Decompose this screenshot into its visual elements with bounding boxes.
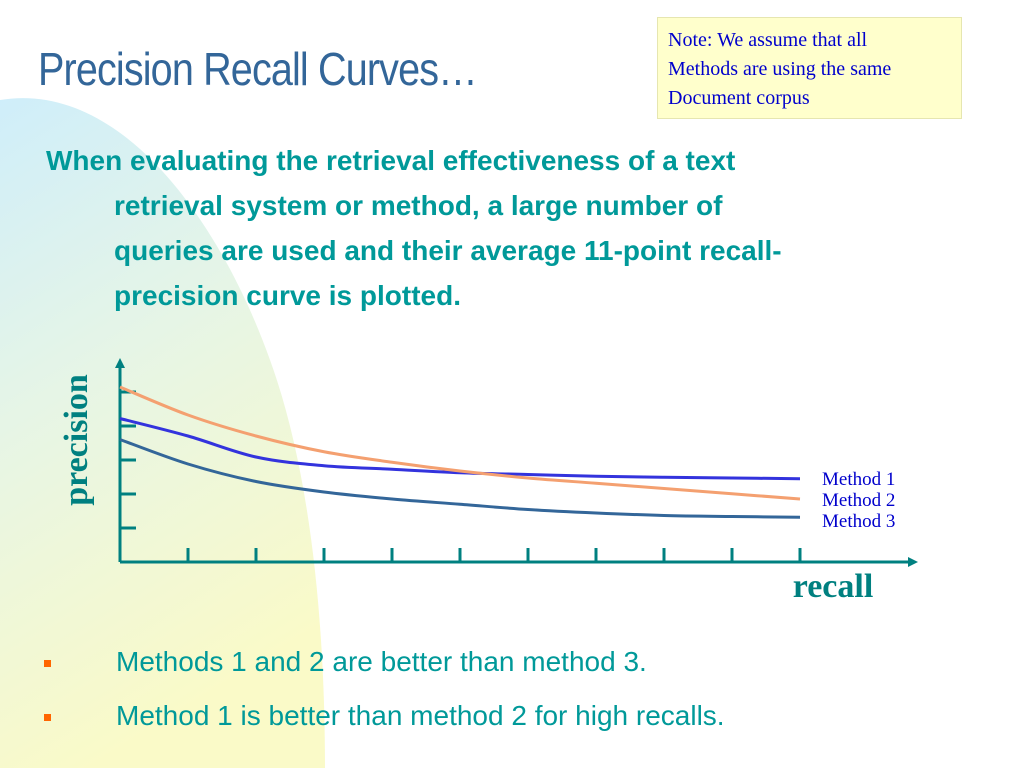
- y-axis-arrow: [115, 358, 125, 368]
- body-line: When evaluating the retrieval effectiven…: [46, 145, 736, 176]
- bullet-square-icon: [44, 714, 51, 721]
- series-line-method-3: [119, 438, 801, 519]
- series-line-method-2: [119, 385, 801, 501]
- bullet-square-icon: [44, 660, 51, 667]
- bullet-text: Method 1 is better than method 2 for hig…: [116, 700, 725, 731]
- body-paragraph: When evaluating the retrieval effectiven…: [46, 138, 946, 318]
- legend-entry-method-1: Method 1: [822, 469, 895, 490]
- note-line: Document corpus: [668, 87, 810, 109]
- x-axis-label: recall: [793, 568, 874, 605]
- chart-ticks: [120, 390, 802, 562]
- body-line: queries are used and their average 11-po…: [114, 235, 782, 266]
- y-axis-label: precision: [58, 374, 95, 506]
- note-line: Note: We assume that all: [668, 29, 868, 51]
- note-line: Methods are using the same: [668, 58, 892, 80]
- bullet-text: Methods 1 and 2 are better than method 3…: [116, 646, 647, 677]
- series-line-method-1: [119, 417, 801, 481]
- legend-entry-method-2: Method 2: [822, 490, 895, 511]
- legend-entry-method-3: Method 3: [822, 511, 895, 532]
- body-line: retrieval system or method, a large numb…: [114, 190, 723, 221]
- chart-series: [119, 385, 801, 519]
- slide-title: Precision Recall Curves…: [38, 43, 478, 95]
- x-axis-arrow: [908, 557, 918, 567]
- note-box: Note: We assume that all Methods are usi…: [657, 17, 962, 119]
- body-line: precision curve is plotted.: [114, 280, 461, 311]
- chart-axes: [115, 358, 918, 567]
